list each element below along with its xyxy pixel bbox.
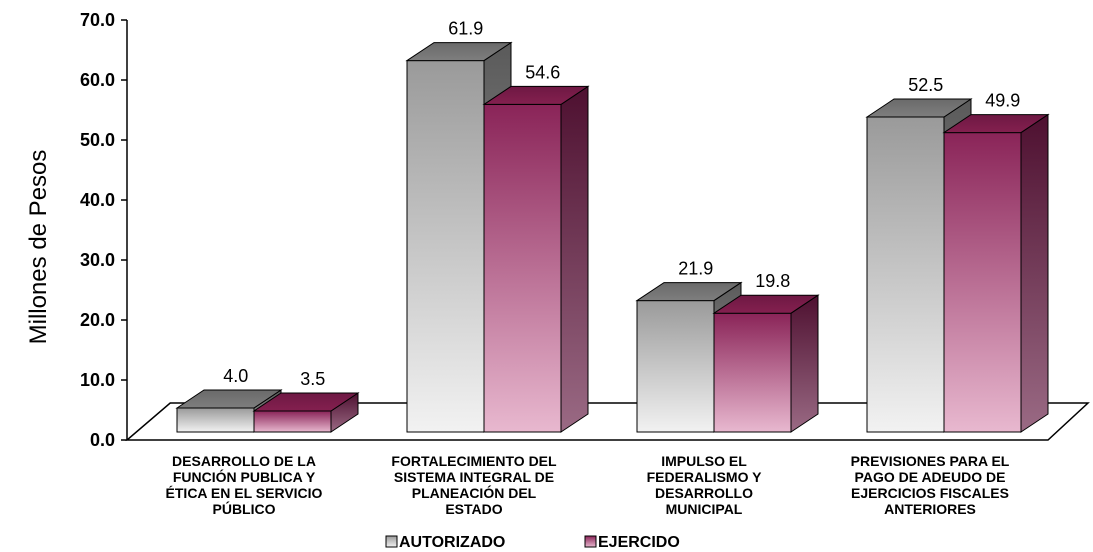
legend: AUTORIZADO EJERCIDO [385,534,680,551]
bar-side [1020,113,1049,433]
data-label-autorizado-1: 61.9 [448,19,483,39]
category-label-3: PREVISIONES PARA EL PAGO DE ADEUDO DE EJER… [851,453,1010,517]
category-label-line: DESARROLLO [655,485,753,501]
category-label-line: MUNICIPAL [666,501,743,517]
data-label-autorizado-2: 21.9 [678,259,713,279]
category-label-line: ÉTICA EN EL SERVICIO [166,485,323,501]
chart-floor [124,402,1090,441]
y-axis-label: Millones de Pesos [25,150,52,345]
data-label-ejercido-3: 49.9 [985,91,1020,111]
y-tick-label: 30.0 [80,250,115,270]
bar-front [713,312,792,433]
bar-top [712,294,820,314]
category-label-1: FORTALECIMIENTO DEL SISTEMA INTEGRAL DE PL… [391,453,557,517]
category-label-line: DESARROLLO DE LA [172,453,316,469]
category-label-line: FORTALECIMIENTO DEL [391,453,557,469]
bar-top [252,392,360,412]
category-label-0: DESARROLLO DE LA FUNCIÓN PUBLICA Y ÉTICA E… [166,453,323,517]
data-labels: 4.0 3.5 61.9 54.6 21.9 19.8 52.5 49.9 [223,19,1020,389]
bar-front [636,300,715,433]
category-label-line: ESTADO [445,501,502,517]
data-label-autorizado-3: 52.5 [908,75,943,95]
bar-front [253,410,332,433]
data-label-ejercido-0: 3.5 [300,369,325,389]
bar-front [943,132,1022,433]
bar-ejercido-3 [942,113,1050,433]
bar-side [790,294,819,433]
floor-plane [124,402,1090,441]
category-label-line: FEDERALISMO Y [647,469,763,485]
category-label-line: FUNCIÓN PUBLICA Y [173,468,316,485]
category-label-line: EJERCICIOS FISCALES [851,485,1009,501]
bar-front [406,60,485,433]
bar-front [866,116,945,433]
legend-swatch-ejercido [584,535,597,548]
data-label-ejercido-2: 19.8 [755,271,790,291]
category-label-line: PLANEACIÓN DEL [412,484,537,501]
category-label-line: SISTEMA INTEGRAL DE [394,469,554,485]
y-tick-label: 20.0 [80,310,115,330]
bar-front [483,103,562,433]
bar-top [635,282,743,302]
legend-swatch-autorizado [385,535,398,548]
y-tick-label: 70.0 [80,10,115,30]
y-axis: 0.0 10.0 20.0 30.0 40.0 50.0 60.0 70.0 [80,10,128,450]
category-label-line: IMPULSO EL [661,453,747,469]
category-label-line: PAGO DE ADEUDO DE [855,469,1006,485]
y-tick-label: 50.0 [80,130,115,150]
category-label-line: ANTERIORES [884,501,976,517]
y-tick-label: 10.0 [80,370,115,390]
bar-top [405,42,513,62]
bar-front [176,407,255,433]
bar-top [482,85,590,105]
bar-top [175,389,283,409]
category-label-line: PÚBLICO [213,500,276,517]
legend-label-autorizado: AUTORIZADO [399,534,505,551]
bar-top [865,98,973,118]
category-label-2: IMPULSO EL FEDERALISMO Y DESARROLLO MUNICIP… [647,453,763,517]
y-tick-label: 0.0 [90,430,115,450]
category-label-line: PREVISIONES PARA EL [851,453,1010,469]
bars [175,41,1050,433]
x-axis-categories: DESARROLLO DE LA FUNCIÓN PUBLICA Y ÉTICA E… [166,453,1010,517]
data-label-autorizado-0: 4.0 [223,366,248,386]
bar-ejercido-1 [482,85,590,433]
bar-ejercido-0 [252,392,360,433]
y-tick-label: 60.0 [80,70,115,90]
bar-ejercido-2 [712,294,820,433]
bar-side [560,85,589,433]
bar-top [942,114,1050,134]
y-tick-label: 40.0 [80,190,115,210]
legend-label-ejercido: EJERCIDO [598,534,680,551]
data-label-ejercido-1: 54.6 [525,62,560,82]
